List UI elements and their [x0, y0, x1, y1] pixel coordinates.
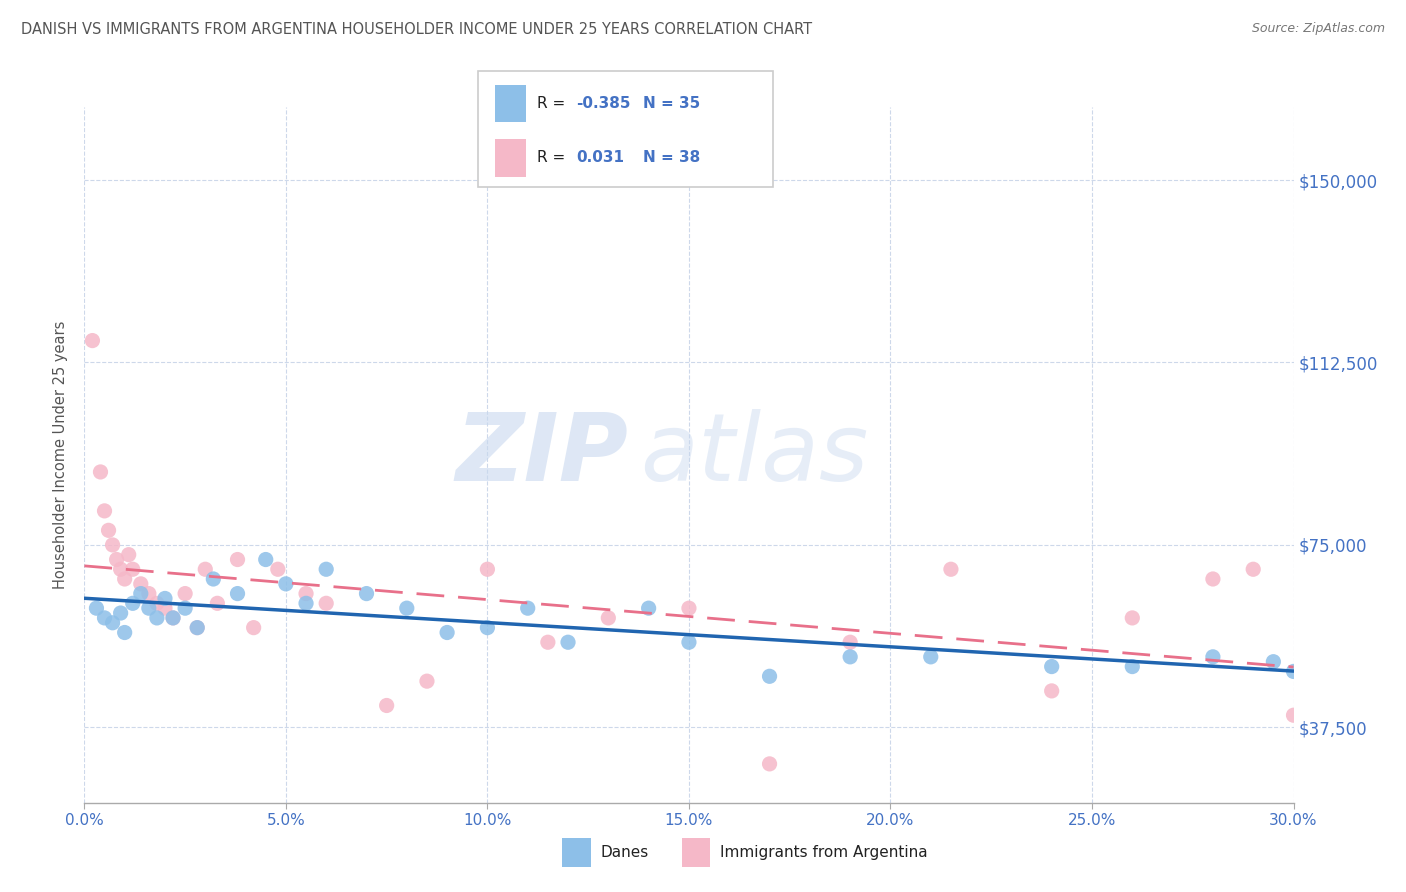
Point [146, 596, 169, 610]
Point [758, 756, 780, 771]
Point [1282, 665, 1305, 679]
Point [105, 552, 128, 566]
Point [114, 625, 136, 640]
Point [637, 601, 659, 615]
Point [254, 552, 277, 566]
Point [129, 586, 152, 600]
Text: ZIP: ZIP [456, 409, 628, 501]
Point [194, 562, 217, 576]
Point [118, 548, 141, 562]
Point [375, 698, 398, 713]
Point [557, 635, 579, 649]
Point [86, 601, 108, 615]
Point [477, 621, 499, 635]
Text: N = 38: N = 38 [643, 151, 700, 165]
Point [416, 674, 439, 689]
Point [678, 601, 700, 615]
Point [110, 562, 132, 576]
Point [110, 606, 132, 620]
Point [153, 591, 176, 606]
Point [121, 562, 143, 576]
Point [356, 586, 378, 600]
Point [146, 611, 169, 625]
Point [315, 596, 337, 610]
Point [598, 611, 620, 625]
Point [153, 601, 176, 615]
Point [202, 572, 225, 586]
Point [93, 611, 115, 625]
Point [138, 586, 160, 600]
Point [1202, 649, 1225, 664]
Point [186, 621, 208, 635]
Point [82, 334, 104, 348]
Point [315, 562, 337, 576]
Point [516, 601, 538, 615]
Point [436, 625, 458, 640]
Point [920, 649, 942, 664]
Point [1121, 611, 1143, 625]
Point [162, 611, 184, 625]
Text: 0.031: 0.031 [576, 151, 624, 165]
Text: Source: ZipAtlas.com: Source: ZipAtlas.com [1251, 22, 1385, 36]
Point [274, 577, 297, 591]
Point [477, 562, 499, 576]
Text: R =: R = [537, 151, 571, 165]
Point [242, 621, 264, 635]
Point [839, 649, 862, 664]
Text: Danes: Danes [600, 846, 648, 860]
Point [267, 562, 290, 576]
Point [537, 635, 560, 649]
Point [101, 538, 124, 552]
Point [93, 504, 115, 518]
Point [1040, 659, 1063, 673]
Point [1263, 655, 1285, 669]
Point [839, 635, 862, 649]
Point [138, 601, 160, 615]
Point [174, 586, 197, 600]
Y-axis label: Householder Income Under 25 years: Householder Income Under 25 years [53, 321, 69, 589]
Text: R =: R = [537, 96, 571, 111]
Point [1040, 684, 1063, 698]
Point [226, 586, 249, 600]
Point [1202, 572, 1225, 586]
Point [226, 552, 249, 566]
Point [121, 596, 143, 610]
Text: Immigrants from Argentina: Immigrants from Argentina [720, 846, 928, 860]
Point [129, 577, 152, 591]
Text: -0.385: -0.385 [576, 96, 631, 111]
Point [678, 635, 700, 649]
Point [186, 621, 208, 635]
Point [114, 572, 136, 586]
Point [758, 669, 780, 683]
Point [295, 586, 318, 600]
Point [395, 601, 418, 615]
Text: DANISH VS IMMIGRANTS FROM ARGENTINA HOUSEHOLDER INCOME UNDER 25 YEARS CORRELATIO: DANISH VS IMMIGRANTS FROM ARGENTINA HOUS… [21, 22, 813, 37]
Point [174, 601, 197, 615]
Point [1241, 562, 1264, 576]
Point [939, 562, 962, 576]
Text: atlas: atlas [641, 409, 869, 500]
Point [295, 596, 318, 610]
Point [1282, 708, 1305, 723]
Point [97, 524, 120, 538]
Point [1121, 659, 1143, 673]
Text: N = 35: N = 35 [643, 96, 700, 111]
Point [89, 465, 111, 479]
Point [207, 596, 229, 610]
Point [101, 615, 124, 630]
Point [162, 611, 184, 625]
